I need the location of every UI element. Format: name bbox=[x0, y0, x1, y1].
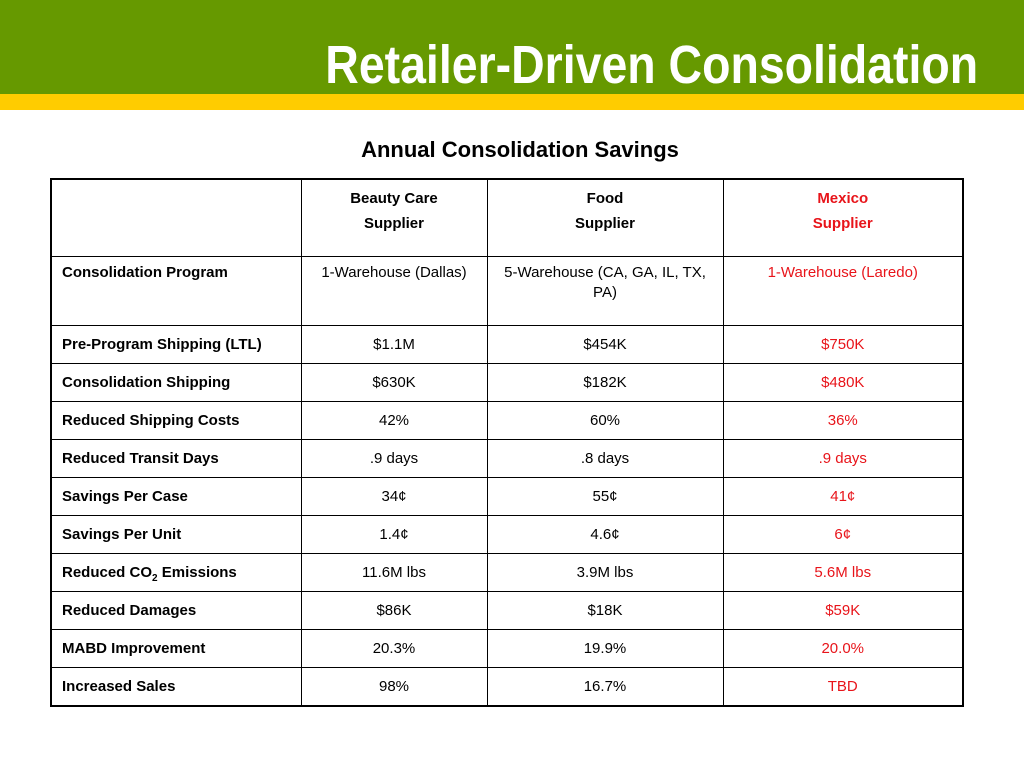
cell-food: 19.9% bbox=[486, 629, 724, 668]
cell-beauty-care: 42% bbox=[300, 401, 488, 440]
table-row: Reduced CO2 Emissions 11.6M lbs 3.9M lbs… bbox=[50, 553, 964, 592]
cell-beauty-care: 1-Warehouse (Dallas) bbox=[300, 256, 488, 326]
cell-beauty-care: $1.1M bbox=[300, 325, 488, 364]
cell-food: $182K bbox=[486, 363, 724, 402]
cell-food: 3.9M lbs bbox=[486, 553, 724, 592]
row-label: MABD Improvement bbox=[50, 629, 302, 668]
table-row: Reduced Shipping Costs 42% 60% 36% bbox=[50, 401, 964, 440]
header-accent-stripe bbox=[0, 94, 1024, 110]
row-label: Increased Sales bbox=[50, 667, 302, 707]
row-label: Savings Per Case bbox=[50, 477, 302, 516]
cell-mexico: $59K bbox=[722, 591, 964, 630]
cell-mexico: $750K bbox=[722, 325, 964, 364]
row-label: Savings Per Unit bbox=[50, 515, 302, 554]
cell-beauty-care: 34¢ bbox=[300, 477, 488, 516]
table-row: Consolidation Program 1-Warehouse (Dalla… bbox=[50, 256, 964, 326]
cell-mexico: 6¢ bbox=[722, 515, 964, 554]
cell-food: 55¢ bbox=[486, 477, 724, 516]
cell-mexico: 20.0% bbox=[722, 629, 964, 668]
cell-mexico: TBD bbox=[722, 667, 964, 707]
slide-title: Retailer-Driven Consolidation bbox=[325, 35, 978, 95]
table-row: Increased Sales 98% 16.7% TBD bbox=[50, 667, 964, 707]
cell-beauty-care: 11.6M lbs bbox=[300, 553, 488, 592]
header-cell-mexico: Mexico Supplier bbox=[722, 178, 964, 257]
row-label: Reduced CO2 Emissions bbox=[50, 553, 302, 592]
cell-food: 60% bbox=[486, 401, 724, 440]
row-label-suffix: Emissions bbox=[157, 563, 237, 581]
header-label: Mexico bbox=[817, 190, 869, 207]
cell-mexico: 36% bbox=[722, 401, 964, 440]
savings-table: Beauty Care Supplier Food Supplier Mexic… bbox=[50, 178, 964, 707]
cell-food: .8 days bbox=[486, 439, 724, 478]
cell-beauty-care: 1.4¢ bbox=[300, 515, 488, 554]
cell-mexico: $480K bbox=[722, 363, 964, 402]
table-row: MABD Improvement 20.3% 19.9% 20.0% bbox=[50, 629, 964, 668]
header-cell-empty bbox=[50, 178, 302, 257]
header-label: Beauty Care bbox=[350, 190, 438, 207]
header-label: Supplier bbox=[574, 215, 635, 232]
table-row: Reduced Damages $86K $18K $59K bbox=[50, 591, 964, 630]
row-label: Pre-Program Shipping (LTL) bbox=[50, 325, 302, 364]
cell-mexico: 41¢ bbox=[722, 477, 964, 516]
cell-beauty-care: 20.3% bbox=[300, 629, 488, 668]
cell-food: $454K bbox=[486, 325, 724, 364]
table-caption: Annual Consolidation Savings bbox=[361, 137, 679, 162]
cell-mexico: .9 days bbox=[722, 439, 964, 478]
row-label: Reduced Transit Days bbox=[50, 439, 302, 478]
cell-beauty-care: $630K bbox=[300, 363, 488, 402]
cell-mexico: 1-Warehouse (Laredo) bbox=[722, 256, 964, 326]
cell-mexico: 5.6M lbs bbox=[722, 553, 964, 592]
cell-food: 5-Warehouse (CA, GA, IL, TX, PA) bbox=[486, 256, 724, 326]
table-row: Reduced Transit Days .9 days .8 days .9 … bbox=[50, 439, 964, 478]
cell-food: 4.6¢ bbox=[486, 515, 724, 554]
table-row: Pre-Program Shipping (LTL) $1.1M $454K $… bbox=[50, 325, 964, 364]
row-label: Reduced Damages bbox=[50, 591, 302, 630]
row-label-subscript: 2 bbox=[152, 572, 158, 584]
header-label: Food bbox=[586, 190, 624, 207]
cell-food: 16.7% bbox=[486, 667, 724, 707]
cell-food: $18K bbox=[486, 591, 724, 630]
header-label: Supplier bbox=[812, 215, 873, 232]
table-row: Savings Per Unit 1.4¢ 4.6¢ 6¢ bbox=[50, 515, 964, 554]
header-bar bbox=[0, 0, 1024, 94]
cell-beauty-care: 98% bbox=[300, 667, 488, 707]
cell-beauty-care: $86K bbox=[300, 591, 488, 630]
row-label-prefix: Reduced CO bbox=[62, 563, 153, 581]
cell-beauty-care: .9 days bbox=[300, 439, 488, 478]
row-label: Reduced Shipping Costs bbox=[50, 401, 302, 440]
header-row: Beauty Care Supplier Food Supplier Mexic… bbox=[50, 178, 964, 257]
table-row: Savings Per Case 34¢ 55¢ 41¢ bbox=[50, 477, 964, 516]
header-label: Supplier bbox=[363, 215, 424, 232]
table-row: Consolidation Shipping $630K $182K $480K bbox=[50, 363, 964, 402]
row-label: Consolidation Shipping bbox=[50, 363, 302, 402]
header-cell-beauty-care: Beauty Care Supplier bbox=[300, 178, 488, 257]
header-cell-food: Food Supplier bbox=[486, 178, 724, 257]
row-label: Consolidation Program bbox=[50, 256, 302, 326]
